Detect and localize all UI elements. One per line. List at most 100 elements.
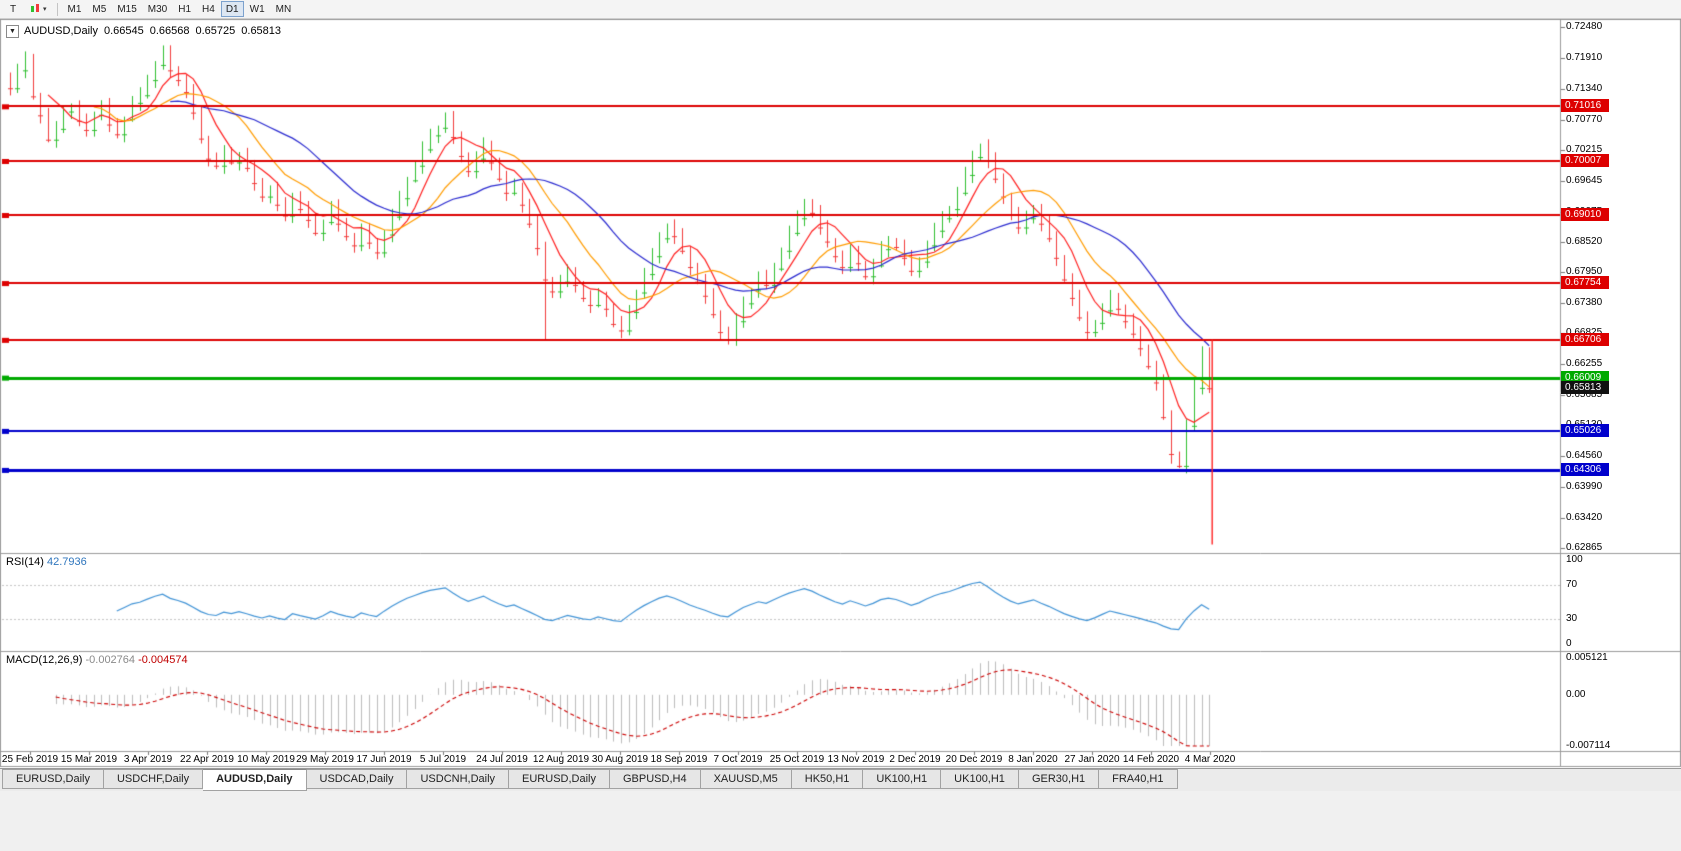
hline-price-badge: 0.67754 bbox=[1561, 276, 1609, 290]
hline-price-badge: 0.66009 bbox=[1561, 370, 1609, 384]
price-axis-tick: 0.62865 bbox=[1566, 542, 1603, 553]
macd-axis-tick: 0.00 bbox=[1566, 688, 1586, 700]
bid-price-badge: 0.65813 bbox=[1561, 381, 1609, 395]
hline-price-badge: 0.71016 bbox=[1561, 99, 1609, 113]
symbol-tab-eurusd-daily[interactable]: EURUSD,Daily bbox=[2, 769, 104, 789]
rsi-axis-tick: 0 bbox=[1566, 638, 1572, 649]
date-axis-label: 5 Jul 2019 bbox=[419, 754, 467, 765]
objects-dropdown-button[interactable]: ▾ bbox=[24, 1, 52, 17]
price-axis-tick: 0.65685 bbox=[1566, 389, 1603, 401]
timeframe-button-m30[interactable]: M30 bbox=[143, 1, 172, 17]
price-axis-tick: 0.63420 bbox=[1566, 511, 1603, 523]
symbol-tab-gbpusd-h4[interactable]: GBPUSD,H4 bbox=[610, 769, 701, 789]
rsi-name: RSI(14) bbox=[6, 556, 44, 568]
date-axis-label: 22 Apr 2019 bbox=[180, 754, 234, 765]
rsi-axis-tick: 30 bbox=[1566, 612, 1578, 624]
rsi-axis-tick: 70 bbox=[1566, 579, 1578, 591]
timeframe-button-h1[interactable]: H1 bbox=[173, 1, 196, 17]
rsi-indicator-label: RSI(14) 42.7936 bbox=[6, 556, 87, 568]
price-axis-tick: 0.63990 bbox=[1566, 481, 1603, 493]
timeframe-button-w1[interactable]: W1 bbox=[245, 1, 270, 17]
price-axis-tick: 0.71340 bbox=[1566, 82, 1603, 94]
date-axis-label: 20 Dec 2019 bbox=[945, 754, 1003, 765]
chart-title: ▼ AUDUSD,Daily 0.66545 0.66568 0.65725 0… bbox=[6, 24, 281, 38]
price-axis-tick: 0.70770 bbox=[1566, 113, 1603, 125]
price-chart-canvas[interactable] bbox=[0, 19, 1681, 768]
symbol-tab-usdchf-daily[interactable]: USDCHF,Daily bbox=[103, 769, 204, 789]
hline-price-badge: 0.70007 bbox=[1561, 154, 1609, 167]
date-axis-label: 2 Dec 2019 bbox=[889, 754, 941, 765]
date-axis-label: 25 Oct 2019 bbox=[769, 754, 825, 765]
hline-price-badge: 0.64306 bbox=[1561, 462, 1609, 476]
date-axis-label: 17 Jun 2019 bbox=[356, 754, 412, 765]
symbol-tab-uk100-h1[interactable]: UK100,H1 bbox=[941, 769, 1019, 789]
date-axis-label: 7 Oct 2019 bbox=[713, 754, 763, 765]
date-axis-label: 8 Jan 2020 bbox=[1008, 754, 1058, 765]
chart-high-value: 0.66568 bbox=[149, 25, 190, 37]
macd-axis-tick: -0.007114 bbox=[1566, 740, 1611, 751]
symbol-tab-eurusd-daily[interactable]: EURUSD,Daily bbox=[509, 769, 610, 789]
price-axis-tick: 0.70215 bbox=[1566, 143, 1603, 155]
chart-low-value: 0.65725 bbox=[195, 25, 236, 37]
chevron-down-icon: ▾ bbox=[43, 6, 47, 13]
symbol-tab-usdcad-daily[interactable]: USDCAD,Daily bbox=[306, 769, 408, 789]
price-axis-tick: 0.68520 bbox=[1566, 235, 1603, 247]
price-axis-tick: 0.67380 bbox=[1566, 297, 1603, 309]
price-axis-tick: 0.71910 bbox=[1566, 51, 1603, 63]
timeframe-button-m15[interactable]: M15 bbox=[112, 1, 141, 17]
timeframe-button-m5[interactable]: M5 bbox=[87, 1, 111, 17]
hline-price-badge: 0.69010 bbox=[1561, 208, 1609, 222]
macd-signal-value: -0.004574 bbox=[138, 654, 188, 666]
rsi-axis-tick: 100 bbox=[1566, 554, 1583, 565]
date-axis-label: 18 Sep 2019 bbox=[650, 754, 708, 765]
price-axis-tick: 0.64560 bbox=[1566, 450, 1603, 462]
symbol-tab-audusd-daily[interactable]: AUDUSD,Daily bbox=[203, 769, 307, 791]
candles-icon bbox=[31, 4, 39, 12]
top-toolbar: T ▾ M1 M5 M15 M30 H1 H4 D1 W1 MN bbox=[0, 0, 1681, 19]
symbol-tab-uk100-h1[interactable]: UK100,H1 bbox=[863, 769, 942, 789]
price-axis-tick: 0.67950 bbox=[1566, 266, 1603, 278]
date-axis-label: 24 Jul 2019 bbox=[476, 754, 528, 765]
symbol-tab-hk50-h1[interactable]: HK50,H1 bbox=[791, 769, 864, 789]
date-axis-label: 12 Aug 2019 bbox=[532, 754, 590, 765]
date-axis-label: 13 Nov 2019 bbox=[827, 754, 885, 765]
macd-indicator-label: MACD(12,26,9) -0.002764 -0.004574 bbox=[6, 654, 188, 666]
timeframe-button-h4[interactable]: H4 bbox=[197, 1, 220, 17]
date-axis-label: 10 May 2019 bbox=[237, 754, 295, 765]
symbol-tab-bar: EURUSD,Daily USDCHF,Daily AUDUSD,Daily USDC… bbox=[0, 768, 1681, 791]
macd-name: MACD(12,26,9) bbox=[6, 654, 83, 666]
date-axis-label: 14 Feb 2020 bbox=[1122, 754, 1180, 765]
timeframe-button-group: M1 M5 M15 M30 H1 H4 D1 W1 MN bbox=[63, 1, 297, 17]
timeframe-button-d1[interactable]: D1 bbox=[220, 1, 244, 17]
price-axis-tick: 0.66255 bbox=[1566, 358, 1603, 370]
symbol-tab-usdcnh-daily[interactable]: USDCNH,Daily bbox=[407, 769, 510, 789]
macd-main-value: -0.002764 bbox=[85, 654, 136, 666]
timeframe-button-mn[interactable]: MN bbox=[271, 1, 297, 17]
price-axis-tick: 0.69645 bbox=[1566, 174, 1603, 186]
hline-price-badge: 0.66706 bbox=[1561, 332, 1609, 346]
chart-area[interactable] bbox=[0, 19, 1681, 768]
symbol-tab-fra40-h1[interactable]: FRA40,H1 bbox=[1099, 769, 1178, 789]
date-axis-label: 15 Mar 2019 bbox=[60, 754, 118, 765]
date-axis-label: 30 Aug 2019 bbox=[591, 754, 649, 765]
pointer-tool-button[interactable]: T bbox=[3, 1, 23, 17]
chart-symbol-label: AUDUSD,Daily bbox=[24, 25, 98, 37]
symbol-tab-xauusd-m5[interactable]: XAUUSD,M5 bbox=[700, 769, 792, 789]
hline-price-badge: 0.65026 bbox=[1561, 423, 1609, 437]
macd-axis-tick: 0.005121 bbox=[1566, 652, 1608, 663]
date-axis-label: 27 Jan 2020 bbox=[1064, 754, 1120, 765]
timeframe-button-m1[interactable]: M1 bbox=[63, 1, 87, 17]
date-axis-label: 3 Apr 2019 bbox=[123, 754, 173, 765]
chart-close-value: 0.65813 bbox=[241, 25, 282, 37]
date-axis-label: 4 Mar 2020 bbox=[1184, 754, 1236, 765]
date-axis-label: 29 May 2019 bbox=[296, 754, 354, 765]
rsi-value: 42.7936 bbox=[46, 556, 87, 568]
symbol-tab-ger30-h1[interactable]: GER30,H1 bbox=[1018, 769, 1100, 789]
date-axis-label: 25 Feb 2019 bbox=[1, 754, 59, 765]
chart-open-value: 0.66545 bbox=[103, 25, 144, 37]
status-bar bbox=[0, 791, 1681, 851]
chart-expander-icon[interactable]: ▼ bbox=[6, 24, 19, 38]
price-axis-tick: 0.72480 bbox=[1566, 21, 1603, 32]
toolbar-separator bbox=[56, 2, 58, 16]
